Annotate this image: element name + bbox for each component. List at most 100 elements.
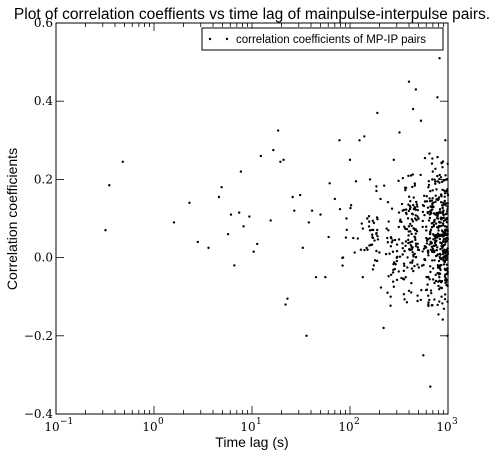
data-point <box>427 303 430 306</box>
data-point <box>370 243 374 246</box>
data-point <box>434 273 437 277</box>
data-point <box>432 201 435 204</box>
data-point <box>442 239 445 243</box>
data-point <box>376 238 380 241</box>
data-point <box>415 200 418 204</box>
data-point <box>441 252 445 256</box>
data-point <box>431 170 435 173</box>
data-point <box>397 225 400 229</box>
data-point <box>422 263 425 267</box>
data-point <box>367 225 371 228</box>
data-point <box>416 205 419 208</box>
data-point <box>397 270 400 273</box>
data-point <box>426 237 429 241</box>
data-point <box>437 197 440 201</box>
data-point <box>389 304 392 307</box>
data-point <box>436 232 440 235</box>
data-point <box>407 195 411 198</box>
data-point <box>354 180 358 183</box>
x-tick-label-exponent: 3 <box>452 417 458 427</box>
data-point <box>217 195 221 199</box>
data-point <box>429 209 432 212</box>
data-point <box>372 228 375 232</box>
data-point <box>404 244 407 248</box>
data-point <box>439 176 443 179</box>
data-point <box>390 241 393 244</box>
data-point <box>431 221 434 225</box>
data-point <box>436 180 439 183</box>
data-point <box>439 247 442 251</box>
data-point <box>413 182 417 185</box>
data-point <box>395 259 399 263</box>
data-point <box>428 232 432 236</box>
data-point <box>429 212 433 215</box>
legend: correlation coefficients of MP-IP pairs <box>201 27 444 51</box>
data-point <box>414 242 418 245</box>
data-point <box>423 200 427 203</box>
data-point <box>434 222 438 225</box>
data-point <box>345 217 348 220</box>
x-tick-label-base: 10 <box>142 420 157 434</box>
data-point <box>439 241 442 244</box>
data-point <box>393 267 397 271</box>
data-point <box>435 248 439 252</box>
x-tick-label: 10 2 <box>338 417 359 434</box>
data-point <box>391 250 395 253</box>
data-point <box>444 139 447 142</box>
y-tick-label: 0.2 <box>34 172 53 186</box>
data-point <box>436 246 439 249</box>
data-point <box>410 261 414 264</box>
data-point <box>385 227 388 230</box>
data-point <box>431 197 434 200</box>
data-point <box>433 241 437 245</box>
data-point <box>411 173 414 176</box>
data-point <box>437 259 441 263</box>
data-point <box>328 182 331 185</box>
data-point <box>423 257 427 261</box>
data-point <box>389 295 392 298</box>
data-point <box>361 227 365 230</box>
data-point <box>429 270 432 274</box>
data-point <box>436 303 439 307</box>
data-point <box>436 155 439 159</box>
data-point <box>410 218 414 221</box>
data-point <box>430 291 433 295</box>
data-point <box>372 221 376 225</box>
data-point <box>425 229 428 232</box>
data-point <box>435 188 438 191</box>
data-point <box>411 185 414 189</box>
data-point <box>391 239 394 242</box>
data-point <box>406 217 410 220</box>
data-point <box>441 206 444 210</box>
data-point <box>442 201 445 204</box>
data-point <box>409 261 412 264</box>
x-tick-label-exponent: 1 <box>256 417 262 427</box>
data-point <box>414 214 417 217</box>
data-point <box>441 249 445 252</box>
data-point <box>439 193 443 197</box>
data-point <box>386 236 389 240</box>
data-point <box>431 247 435 250</box>
data-point <box>366 248 369 251</box>
data-point <box>408 222 412 226</box>
data-point <box>445 253 448 257</box>
data-point <box>410 246 413 249</box>
data-point <box>392 285 396 288</box>
data-point <box>433 178 436 181</box>
data-point <box>431 259 434 262</box>
data-point <box>272 148 275 152</box>
data-point <box>279 160 282 164</box>
data-point <box>412 255 415 258</box>
data-point <box>402 277 405 281</box>
data-point <box>389 245 393 248</box>
data-point <box>389 236 393 239</box>
data-point <box>419 119 423 122</box>
data-point <box>409 206 412 209</box>
data-point <box>424 225 428 228</box>
data-point <box>431 189 434 192</box>
y-tick-label: 0.0 <box>34 251 53 265</box>
data-point <box>344 236 348 239</box>
data-point <box>407 234 410 237</box>
data-point <box>439 216 443 219</box>
data-point <box>441 165 444 169</box>
